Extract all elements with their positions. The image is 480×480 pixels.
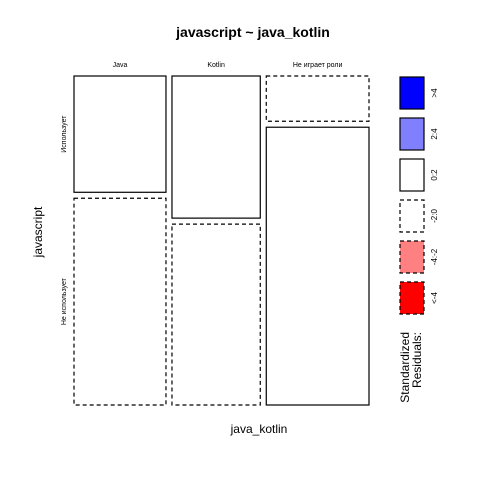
legend-swatch — [399, 240, 425, 274]
legend-label: <-4 — [430, 292, 439, 304]
legend-swatch — [399, 76, 425, 110]
mosaic-cells — [73, 75, 370, 406]
x-level-label: Java — [113, 62, 128, 69]
legend-label: -4:-2 — [430, 248, 439, 265]
mosaic-cell — [171, 223, 261, 406]
y-axis-title: javascript — [31, 206, 45, 258]
legend-swatch — [399, 281, 425, 315]
y-level-label: Не использует — [61, 277, 68, 325]
x-level-label: Kotlin — [207, 62, 225, 69]
legend-label: -2:0 — [430, 209, 439, 223]
y-level-label: Использует — [61, 115, 68, 153]
legend-swatch — [399, 199, 425, 233]
mosaic-cell — [171, 75, 261, 219]
legend-label: >4 — [430, 88, 439, 98]
mosaic-cell — [265, 75, 370, 122]
chart-title: javascript ~ java_kotlin — [175, 24, 330, 40]
legend-label: 2:4 — [430, 128, 439, 140]
x-axis-title: java_kotlin — [230, 422, 288, 436]
legend-title: Residuals: — [410, 332, 424, 388]
mosaic-cell — [73, 197, 167, 406]
residuals-legend: >4 2:4 0:2 -2:0 -4:-2 <-4 StandardizedResidual… — [398, 76, 439, 403]
mosaic-cell — [265, 126, 370, 406]
mosaic-cell — [73, 75, 167, 193]
y-level-labels: Использует Не использует — [61, 115, 68, 325]
x-level-labels: Java Kotlin Не играет роли — [113, 62, 343, 69]
legend-swatch — [399, 158, 425, 192]
legend-swatch — [399, 117, 425, 151]
x-level-label: Не играет роли — [293, 62, 343, 69]
legend-title: Standardized — [398, 332, 412, 403]
legend-label: 0:2 — [430, 169, 439, 181]
